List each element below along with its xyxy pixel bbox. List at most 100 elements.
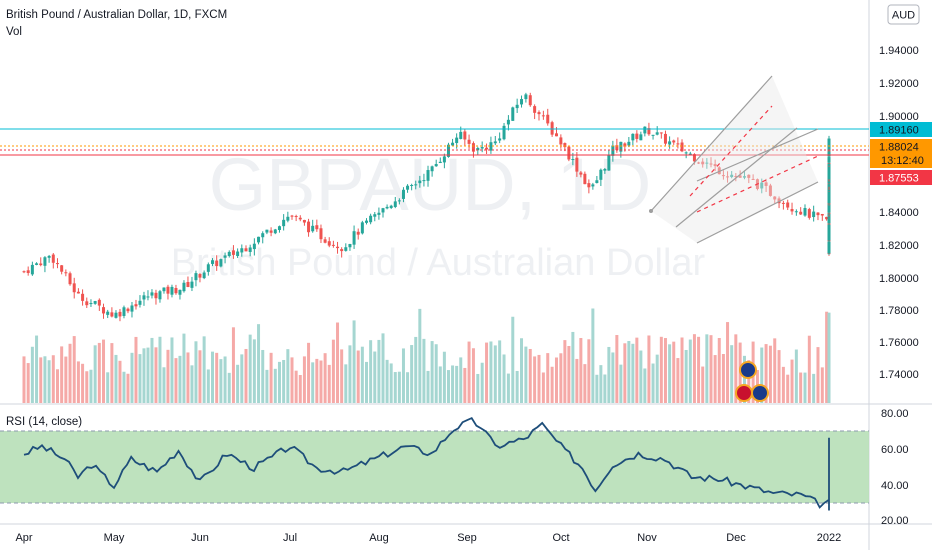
volume-bar [825,311,829,403]
rsi-tick: 40.00 [881,480,909,492]
currency-badge-text: AUD [892,10,915,22]
volume-bar [393,372,397,403]
candle-body [414,184,418,186]
candle-body [64,272,68,274]
candle-body [302,219,306,223]
candle-body [827,241,831,253]
volume-bar [277,361,281,403]
volume-bar [438,366,442,403]
volume-bar [777,350,781,403]
candle-body [827,215,831,224]
candle-body [323,239,327,243]
candle-body [524,94,528,100]
candle-body [726,176,730,178]
volume-bar [434,344,438,403]
candle-body [825,216,829,220]
volume-bar [223,356,227,403]
volume-bar [397,371,401,403]
candle-body [39,263,43,266]
candle-body [511,107,515,121]
candle-body [684,152,688,154]
candle-body [777,198,781,204]
candle-body [215,260,219,267]
volume-bar [615,335,619,403]
volume-label[interactable]: Vol [6,26,22,38]
candle-body [764,182,768,186]
volume-bar [546,353,550,403]
candle-body [76,291,80,294]
candle-body [623,143,627,147]
volume-bar [373,351,377,403]
price-tick: 1.82000 [879,240,919,252]
rsi-label[interactable]: RSI (14, close) [6,416,82,428]
australia-flag-icon[interactable] [739,361,757,379]
candle-body [498,138,502,141]
candle-body [502,125,506,140]
candle-body [734,176,738,178]
candle-body [198,274,202,278]
volume-bar [369,340,373,403]
volume-bar [206,369,210,403]
candle-body [126,308,130,312]
candle-body [635,133,639,139]
volume-bar [705,334,709,403]
volume-bar [476,373,480,403]
candle-body [265,229,269,233]
parallel-channel[interactable] [649,75,819,244]
volume-bar [816,347,820,403]
price-label-cyan: 1.89160 [870,122,932,137]
volume-bar [721,354,725,403]
volume-bar [236,364,240,403]
candle-body [599,169,603,180]
candle-body [426,170,430,181]
volume-bar [35,335,39,403]
candle-body [282,219,286,227]
candle-body [170,286,174,295]
candle-body [663,133,667,144]
volume-bar [459,357,463,403]
candle-body [219,259,223,267]
volume-bar [799,372,803,403]
volume-bar [701,366,705,403]
volume-bar [290,357,294,403]
candle-body [434,164,438,167]
channel-anchor[interactable] [649,209,653,213]
volume-bar [248,334,252,403]
volume-bar [713,355,717,403]
candle-body [816,212,820,216]
volume-bar [244,348,248,403]
price-tick: 1.90000 [879,111,919,123]
volume-bar [215,352,219,403]
symbol-title[interactable]: British Pound / Australian Dollar, 1D, F… [6,9,227,21]
volume-bar [72,336,76,403]
uk-flag-icon[interactable] [735,384,753,402]
volume-bar [635,337,639,403]
volume-bar [550,366,554,403]
uk-flag-icon[interactable] [751,384,769,402]
volume-bar [211,351,215,403]
candle-body [60,265,64,272]
currency-badge[interactable]: AUD [887,4,920,25]
volume-bar [315,358,319,403]
volume-bar [51,355,55,403]
time-tick: 2022 [817,532,841,544]
volume-bar [603,374,607,403]
volume-bar [493,345,497,403]
volume-bar [742,355,746,403]
volume-bar [511,316,515,403]
volume-bar [524,346,528,403]
volume-bar [227,372,231,403]
rsi-tick: 80.00 [881,408,909,420]
event-flags[interactable] [735,361,769,402]
volume-bar [533,356,537,403]
candle-body [286,216,290,221]
candle-body [827,204,831,213]
volume-bar [684,349,688,403]
candle-body [627,141,631,146]
price-axis-ticks: 1.94000 1.92000 1.90000 1.84000 1.82000 … [879,45,919,381]
candle-body [47,255,51,258]
volume-bar [356,350,360,403]
volume-bar [747,360,751,403]
candle-body [554,133,558,137]
